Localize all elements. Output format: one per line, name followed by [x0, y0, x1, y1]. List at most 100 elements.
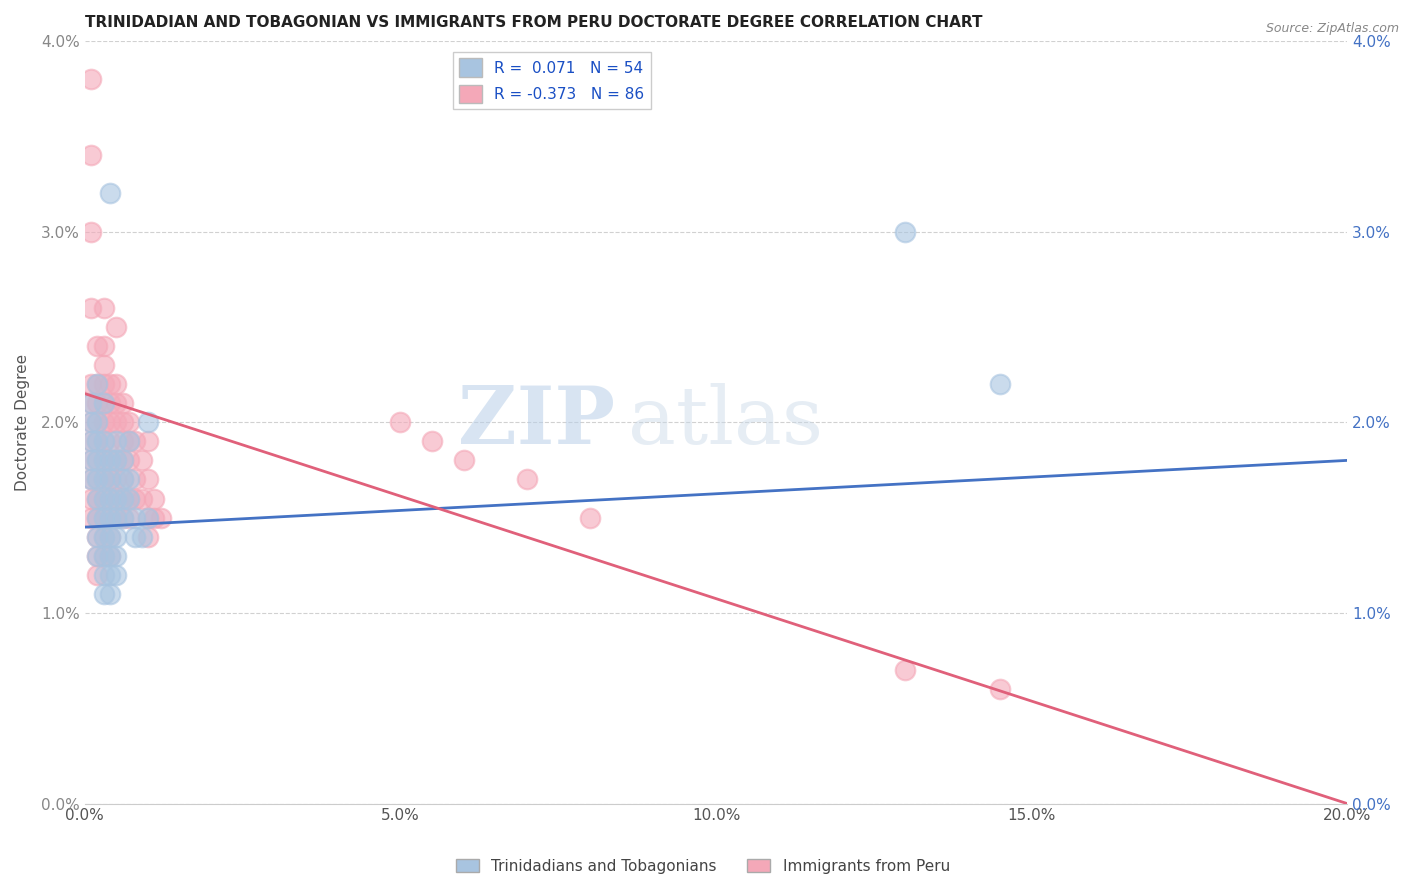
Point	[93, 587, 115, 601]
Point	[118, 453, 141, 467]
Point	[86, 549, 108, 563]
Point	[80, 434, 103, 449]
Point	[136, 510, 159, 524]
Point	[118, 510, 141, 524]
Point	[80, 491, 103, 506]
Point	[80, 377, 103, 392]
Point	[118, 473, 141, 487]
Point	[93, 339, 115, 353]
Point	[105, 530, 128, 544]
Point	[105, 510, 128, 524]
Point	[105, 510, 128, 524]
Point	[453, 453, 475, 467]
Point	[105, 473, 128, 487]
Point	[93, 510, 115, 524]
Point	[93, 567, 115, 582]
Point	[86, 434, 108, 449]
Point	[111, 396, 134, 410]
Point	[105, 491, 128, 506]
Point	[105, 415, 128, 429]
Point	[86, 491, 108, 506]
Point	[105, 396, 128, 410]
Point	[98, 396, 121, 410]
Point	[98, 530, 121, 544]
Point	[86, 473, 108, 487]
Point	[124, 530, 146, 544]
Point	[93, 473, 115, 487]
Point	[86, 339, 108, 353]
Point	[86, 415, 108, 429]
Point	[894, 663, 917, 677]
Point	[143, 491, 166, 506]
Point	[124, 491, 146, 506]
Point	[111, 510, 134, 524]
Point	[80, 415, 103, 429]
Point	[143, 510, 166, 524]
Point	[80, 396, 103, 410]
Point	[86, 377, 108, 392]
Point	[80, 473, 103, 487]
Point	[86, 549, 108, 563]
Point	[111, 473, 134, 487]
Point	[136, 530, 159, 544]
Point	[86, 453, 108, 467]
Point	[105, 453, 128, 467]
Point	[98, 186, 121, 201]
Point	[105, 491, 128, 506]
Point	[80, 396, 103, 410]
Point	[111, 491, 134, 506]
Text: ZIP: ZIP	[458, 384, 614, 461]
Point	[516, 473, 538, 487]
Point	[118, 415, 141, 429]
Point	[118, 491, 141, 506]
Point	[80, 453, 103, 467]
Point	[111, 473, 134, 487]
Point	[93, 549, 115, 563]
Point	[105, 319, 128, 334]
Point	[111, 491, 134, 506]
Point	[86, 434, 108, 449]
Point	[118, 491, 141, 506]
Point	[98, 491, 121, 506]
Point	[93, 530, 115, 544]
Point	[93, 415, 115, 429]
Point	[93, 491, 115, 506]
Point	[149, 510, 172, 524]
Point	[80, 510, 103, 524]
Point	[98, 491, 121, 506]
Point	[98, 587, 121, 601]
Point	[93, 434, 115, 449]
Point	[136, 510, 159, 524]
Point	[98, 510, 121, 524]
Point	[98, 434, 121, 449]
Point	[98, 567, 121, 582]
Point	[93, 473, 115, 487]
Point	[86, 510, 108, 524]
Point	[105, 377, 128, 392]
Point	[131, 491, 153, 506]
Point	[93, 530, 115, 544]
Point	[118, 434, 141, 449]
Point	[98, 415, 121, 429]
Point	[80, 453, 103, 467]
Point	[98, 453, 121, 467]
Point	[105, 453, 128, 467]
Point	[111, 453, 134, 467]
Point	[420, 434, 443, 449]
Point	[988, 682, 1011, 697]
Point	[93, 453, 115, 467]
Point	[98, 453, 121, 467]
Point	[86, 473, 108, 487]
Point	[111, 453, 134, 467]
Point	[98, 530, 121, 544]
Point	[86, 453, 108, 467]
Point	[118, 434, 141, 449]
Point	[105, 567, 128, 582]
Point	[98, 473, 121, 487]
Point	[86, 567, 108, 582]
Point	[93, 396, 115, 410]
Point	[136, 473, 159, 487]
Legend: R =  0.071   N = 54, R = -0.373   N = 86: R = 0.071 N = 54, R = -0.373 N = 86	[453, 53, 651, 110]
Text: Source: ZipAtlas.com: Source: ZipAtlas.com	[1265, 22, 1399, 36]
Point	[894, 225, 917, 239]
